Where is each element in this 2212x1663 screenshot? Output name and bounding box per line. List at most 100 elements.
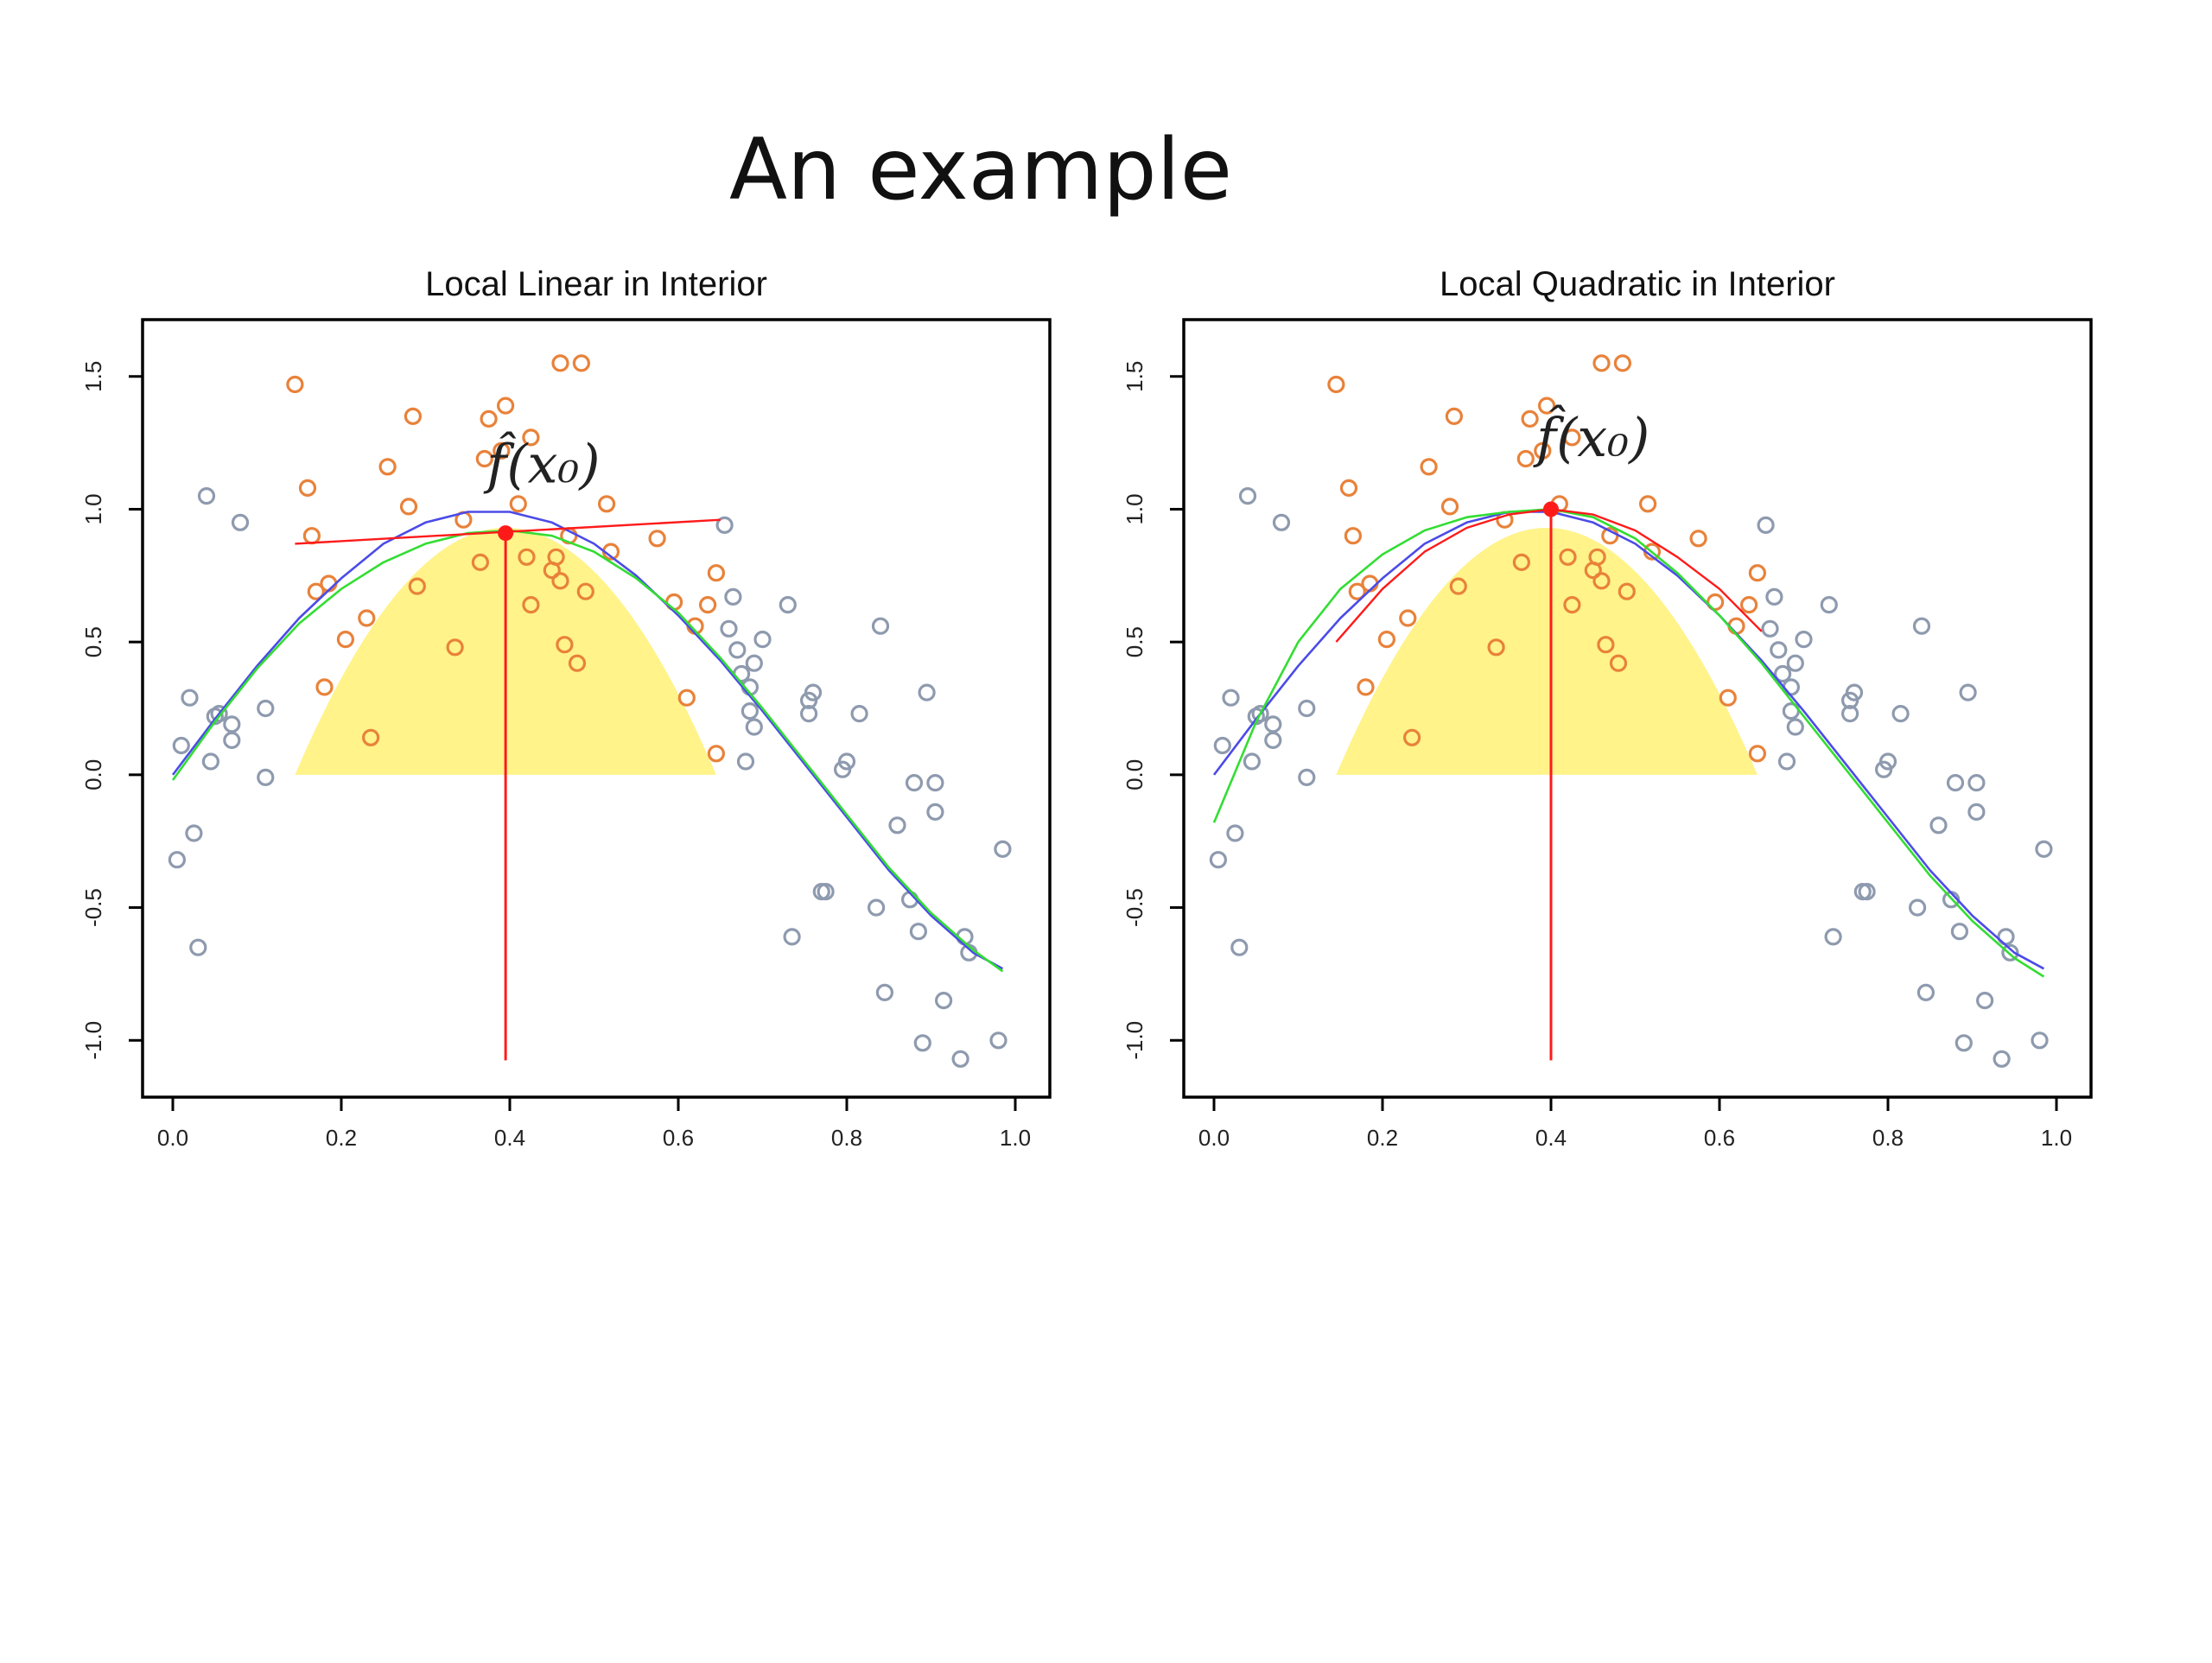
data-point-inside — [475, 449, 493, 468]
data-point-inside — [1449, 577, 1467, 595]
data-point-outside — [753, 630, 772, 649]
data-point-outside — [804, 683, 823, 701]
data-point-outside — [172, 736, 190, 755]
data-point-inside — [1638, 495, 1657, 513]
chart-panel-1: Local Linear in Interior f̂(x₀) 0.0 0.2 0.4 0… — [80, 265, 1052, 1151]
data-point-inside — [1609, 654, 1628, 672]
data-point-outside — [1841, 704, 1859, 723]
data-point-inside — [1618, 582, 1636, 600]
target-point — [498, 525, 514, 542]
data-point-inside — [1512, 553, 1531, 572]
data-point-inside — [518, 548, 536, 566]
data-point-outside — [1993, 1050, 2011, 1068]
x-tick-label: 0.4 — [494, 1125, 525, 1151]
data-point-inside — [597, 495, 616, 513]
data-point-outside — [1955, 1034, 1973, 1052]
fhat-annotation: f̂(x₀) — [483, 431, 600, 495]
data-point-outside — [926, 773, 944, 792]
data-point-inside — [1344, 527, 1363, 545]
y-tick-label: 0.0 — [1122, 759, 1147, 790]
data-point-outside — [1264, 731, 1282, 750]
x-tick-label: 1.0 — [2041, 1125, 2072, 1151]
data-point-outside — [257, 699, 275, 718]
data-point-outside — [1786, 654, 1804, 672]
data-point-outside — [994, 840, 1012, 859]
data-point-inside — [556, 636, 574, 654]
data-point-inside — [1399, 609, 1417, 627]
fitted-curve — [1212, 508, 2045, 978]
data-point-inside — [1592, 572, 1611, 590]
x-tick-label: 0.6 — [1704, 1125, 1735, 1151]
data-point-outside — [817, 882, 835, 901]
data-point-outside — [1209, 851, 1228, 869]
data-point-outside — [888, 816, 906, 835]
data-point-inside — [522, 428, 540, 447]
data-point-inside — [1613, 354, 1632, 372]
data-point-outside — [875, 983, 894, 1002]
y-tick-label: 1.5 — [1122, 361, 1147, 392]
data-point-inside — [358, 609, 376, 627]
data-point-outside — [1891, 704, 1910, 723]
data-point-inside — [1537, 397, 1556, 415]
plot-frame — [1182, 318, 2093, 1099]
y-tick-label: 1.0 — [80, 493, 106, 524]
data-point-inside — [1377, 630, 1396, 649]
data-point-outside — [1272, 513, 1291, 531]
data-point-inside — [1487, 638, 1505, 657]
data-point-outside — [2031, 1031, 2049, 1050]
data-point-inside — [1327, 375, 1345, 394]
chart-panel-2: Local Quadratic in Interior f̂(x₀) 0.0 0.2 0… — [1122, 265, 2093, 1151]
data-point-inside — [1521, 409, 1539, 428]
data-point-inside — [1563, 595, 1581, 614]
data-point-outside — [2001, 943, 2019, 962]
data-point-outside — [913, 1034, 931, 1052]
data-point-inside — [1706, 593, 1725, 612]
data-point-outside — [1222, 689, 1240, 707]
y-tick-label: 0.0 — [80, 759, 106, 790]
data-point-outside — [728, 641, 747, 659]
data-point-inside — [298, 479, 317, 498]
slide-title: An example — [728, 121, 1233, 219]
data-point-outside — [745, 718, 763, 736]
true-curve — [1212, 511, 2045, 970]
data-point-inside — [446, 638, 464, 657]
data-point-outside — [779, 595, 797, 614]
data-point-outside — [1845, 683, 1864, 701]
data-point-outside — [909, 923, 928, 941]
y-tick-label: -1.0 — [1122, 1021, 1147, 1060]
data-point-inside — [551, 354, 569, 372]
data-point-outside — [1976, 991, 1994, 1010]
data-point-inside — [496, 397, 515, 415]
data-point-outside — [934, 991, 953, 1010]
data-point-inside — [522, 595, 540, 614]
data-point-outside — [783, 928, 801, 946]
data-point-inside — [1689, 530, 1707, 548]
true-curve — [171, 511, 1004, 970]
data-point-outside — [1950, 923, 1968, 941]
data-point-outside — [918, 683, 936, 701]
data-point-outside — [905, 773, 924, 792]
y-tick-label: -1.0 — [80, 1021, 106, 1060]
data-point-outside — [1912, 617, 1931, 635]
data-point-outside — [1967, 803, 1986, 822]
data-point-inside — [1727, 617, 1745, 635]
data-point-inside — [1445, 407, 1464, 425]
y-tick-label: 1.5 — [80, 361, 106, 392]
data-point-inside — [509, 495, 527, 513]
data-point-inside — [1357, 678, 1375, 696]
data-point-outside — [867, 898, 886, 917]
data-point-outside — [201, 752, 219, 771]
data-point-inside — [493, 441, 511, 460]
data-point-outside — [989, 1031, 1007, 1050]
x-tick-label: 0.0 — [157, 1125, 188, 1151]
chart-title: Local Quadratic in Interior — [1440, 265, 1835, 303]
data-point-inside — [1339, 479, 1358, 498]
data-point-outside — [185, 824, 203, 842]
data-point-inside — [568, 654, 587, 672]
data-point-outside — [189, 938, 207, 956]
data-point-outside — [1909, 898, 1927, 917]
data-point-inside — [336, 630, 354, 649]
data-point-outside — [871, 617, 890, 635]
